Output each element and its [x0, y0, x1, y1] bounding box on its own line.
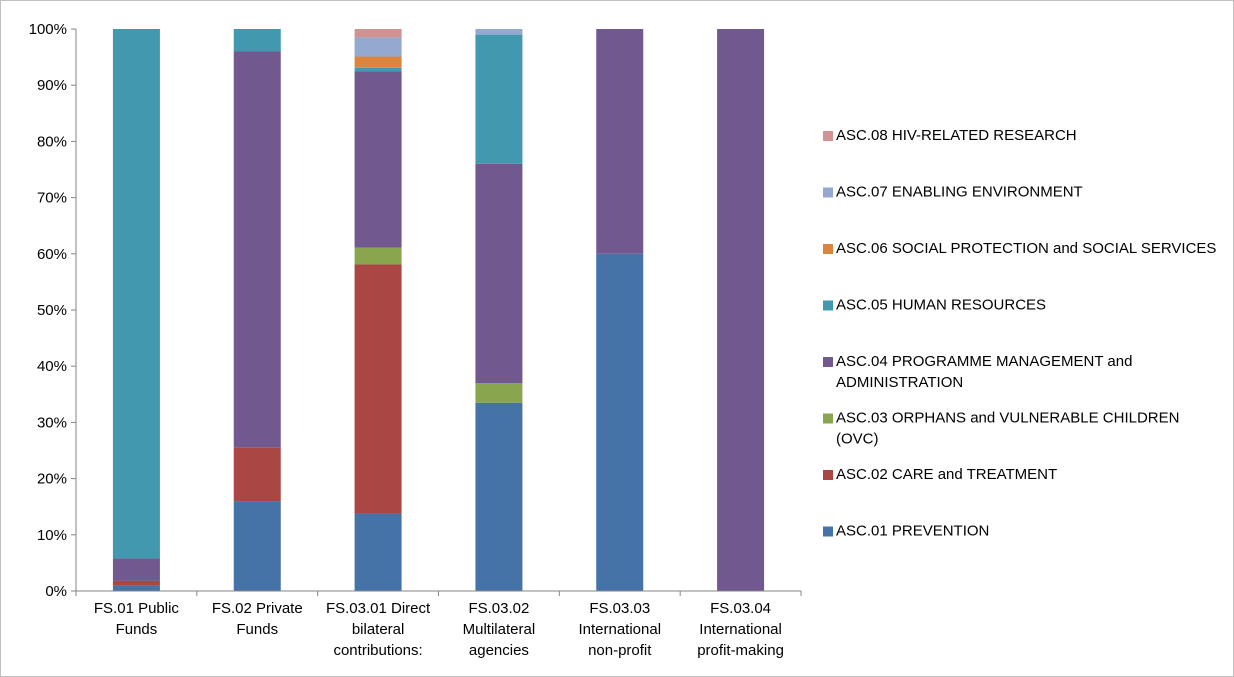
x-category-label-line: Funds: [116, 621, 158, 638]
y-tick-label: 100%: [29, 21, 67, 38]
bar-segment-cat2-series5: [233, 29, 281, 52]
legend-label: ASC.06 SOCIAL PROTECTION and SOCIAL SERV…: [836, 240, 1216, 257]
x-category-label: FS.02 Private Funds: [212, 600, 303, 638]
legend-label: ASC.08 HIV-RELATED RESEARCH: [836, 127, 1077, 144]
x-category-label-line: Multilateral: [463, 621, 536, 638]
x-category-label: FS.03.04 International profit-making: [697, 600, 784, 659]
x-category-label-line: FS.03.01 Direct: [326, 600, 431, 617]
bar-segment-cat3-series5: [354, 67, 402, 72]
legend-label-line: ASC.07 ENABLING ENVIRONMENT: [836, 184, 1083, 201]
legend-label-line: (OVC): [836, 431, 879, 448]
x-category-label-line: FS.03.04: [710, 600, 771, 617]
legend-label-line: ASC.02 CARE and TREATMENT: [836, 466, 1057, 483]
bar-segment-cat3-series4: [354, 71, 402, 248]
legend-label-line: ASC.06 SOCIAL PROTECTION and SOCIAL SERV…: [836, 240, 1216, 257]
bar-segment-cat4-series7: [475, 29, 523, 35]
legend-swatch: [823, 300, 833, 311]
legend-swatch: [823, 526, 833, 537]
bar-segment-cat6-series4: [717, 29, 765, 591]
legend-item-asc04: ASC.04 PROGRAMME MANAGEMENT and ADMINISTR…: [823, 353, 1132, 391]
x-category-label-line: International: [578, 621, 661, 638]
bar-segment-cat3-series2: [354, 264, 402, 514]
bar-segment-cat2-series4: [233, 51, 281, 448]
x-category-label-line: FS.03.02: [468, 600, 529, 617]
legend-swatch: [823, 131, 833, 141]
legend-label: ASC.01 PREVENTION: [836, 523, 989, 540]
legend-label-line: ASC.04 PROGRAMME MANAGEMENT and: [836, 353, 1132, 370]
y-tick-label: 20%: [37, 471, 67, 488]
bar-segment-cat3-series6: [354, 56, 402, 68]
x-category-label-line: Funds: [236, 621, 278, 638]
bar-segment-cat3-series3: [354, 247, 402, 265]
bar-segment-cat2-series2: [233, 447, 281, 502]
x-category-label: FS.03.03 International non-profit: [578, 600, 661, 659]
x-category-label-line: FS.02 Private: [212, 600, 303, 617]
legend-label-line: ASC.05 HUMAN RESOURCES: [836, 297, 1046, 314]
legend-swatch: [823, 244, 833, 254]
bar-segment-cat4-series5: [475, 34, 523, 164]
legend-label: ASC.02 CARE and TREATMENT: [836, 466, 1057, 483]
legend-label-line: ASC.01 PREVENTION: [836, 523, 989, 540]
legend-swatch: [823, 187, 833, 198]
bar-segment-cat1-series1: [112, 585, 160, 591]
legend-item-asc05: ASC.05 HUMAN RESOURCES: [823, 297, 1046, 314]
y-tick-label: 50%: [37, 302, 67, 319]
bar-segment-cat3-series1: [354, 513, 402, 591]
bars-group: [112, 29, 765, 592]
legend-item-asc03: ASC.03 ORPHANS and VULNERABLE CHILDREN (O…: [823, 410, 1179, 448]
bar-segment-cat1-series5: [112, 29, 160, 559]
legend-label: ASC.03 ORPHANS and VULNERABLE CHILDREN (O…: [836, 410, 1179, 448]
x-category-label: FS.01 Public Funds: [94, 600, 180, 638]
x-category-label-line: profit-making: [697, 642, 784, 659]
y-tick-label: 30%: [37, 414, 67, 431]
legend-swatch: [823, 413, 833, 424]
bar-segment-cat5-series1: [596, 253, 644, 592]
legend-label: ASC.04 PROGRAMME MANAGEMENT and ADMINISTR…: [836, 353, 1132, 391]
x-category-label: FS.03.01 Direct bilateral contributions:: [326, 600, 431, 659]
x-category-label-line: contributions:: [333, 642, 422, 659]
x-category-label: FS.03.02 Multilateral agencies: [463, 600, 536, 659]
legend-label: ASC.07 ENABLING ENVIRONMENT: [836, 184, 1083, 201]
bar-segment-cat3-series8: [354, 29, 402, 38]
y-tick-label: 40%: [37, 358, 67, 375]
y-tick-label: 80%: [37, 133, 67, 150]
legend-item-asc01: ASC.01 PREVENTION: [823, 523, 989, 540]
bar-segment-cat2-series1: [233, 501, 281, 591]
legend-label-line: ASC.03 ORPHANS and VULNERABLE CHILDREN: [836, 410, 1179, 427]
bar-segment-cat4-series4: [475, 163, 523, 384]
legend-item-asc08: ASC.08 HIV-RELATED RESEARCH: [823, 127, 1077, 144]
y-tick-label: 70%: [37, 190, 67, 207]
axes-group: 0% 10% 20% 30% 40% 50% 60% 70% 80% 90% 100% FS.01 P…: [29, 21, 802, 659]
legend-item-asc06: ASC.06 SOCIAL PROTECTION and SOCIAL SERV…: [823, 240, 1216, 257]
legend-item-asc07: ASC.07 ENABLING ENVIRONMENT: [823, 184, 1083, 201]
y-tick-label: 60%: [37, 246, 67, 263]
y-tick-label: 10%: [37, 527, 67, 544]
legend-label: ASC.05 HUMAN RESOURCES: [836, 297, 1046, 314]
y-tick-label: 90%: [37, 77, 67, 94]
x-category-label-line: FS.03.03: [589, 600, 650, 617]
legend-item-asc02: ASC.02 CARE and TREATMENT: [823, 466, 1057, 483]
x-category-label-line: bilateral: [352, 621, 405, 638]
x-category-label-line: FS.01 Public: [94, 600, 180, 617]
bar-segment-cat1-series4: [112, 558, 160, 581]
bar-segment-cat3-series7: [354, 37, 402, 57]
legend-swatch: [823, 470, 833, 480]
bar-segment-cat4-series1: [475, 402, 523, 591]
x-category-label-line: agencies: [469, 642, 529, 659]
x-category-label-line: non-profit: [588, 642, 652, 659]
bar-segment-cat1-series2: [112, 580, 160, 586]
bar-segment-cat5-series4: [596, 29, 644, 254]
legend-label-line: ADMINISTRATION: [836, 374, 963, 391]
bar-segment-cat4-series3: [475, 383, 523, 403]
x-category-label-line: International: [699, 621, 782, 638]
y-tick-label: 0%: [45, 583, 67, 600]
legend-label-line: ASC.08 HIV-RELATED RESEARCH: [836, 127, 1077, 144]
legend: ASC.08 HIV-RELATED RESEARCH ASC.07 ENABLI…: [823, 127, 1216, 540]
legend-swatch: [823, 357, 833, 367]
